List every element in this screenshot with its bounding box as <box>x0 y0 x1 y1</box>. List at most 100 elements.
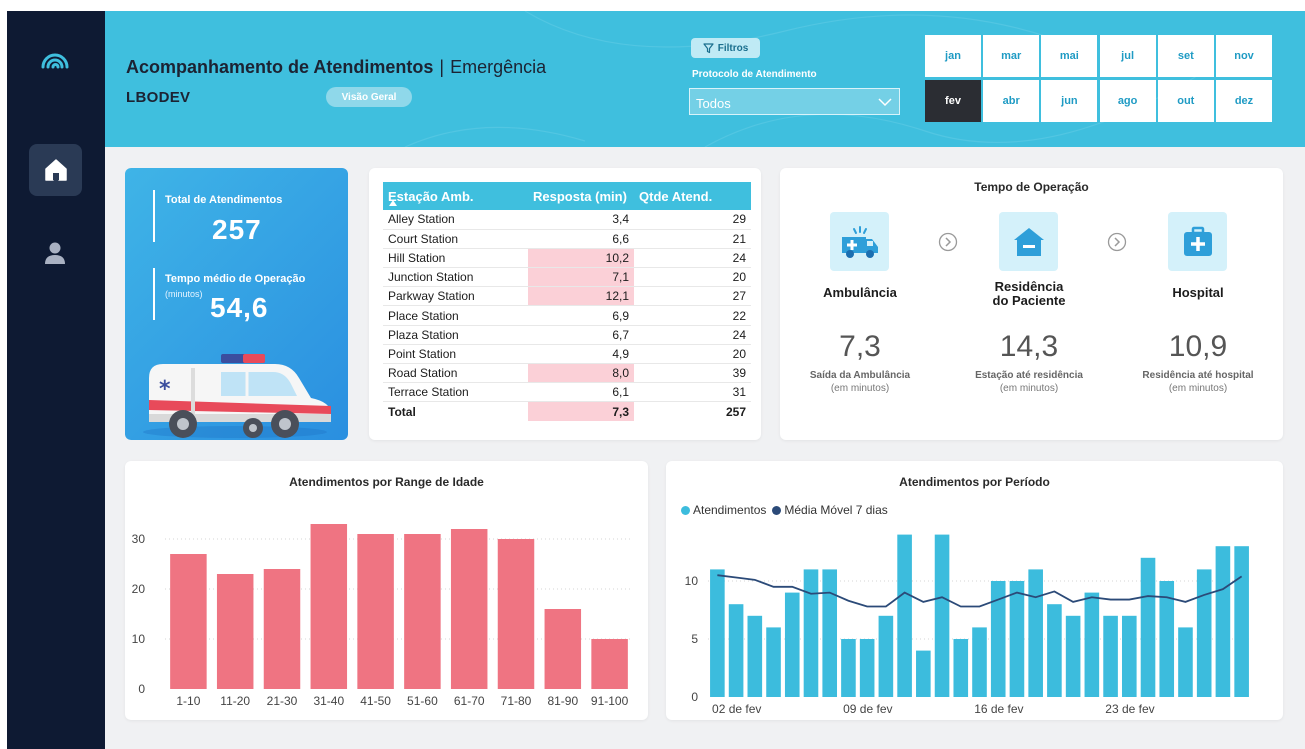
table-row[interactable]: Point Station 4,9 20 <box>383 344 751 365</box>
bar <box>766 627 781 697</box>
stage-value-hospital: 10,9 <box>1168 330 1228 363</box>
table-row[interactable]: Junction Station 7,1 20 <box>383 267 751 288</box>
stage-value-residence: 14,3 <box>999 330 1059 363</box>
bar <box>972 627 987 697</box>
bar <box>263 569 301 689</box>
month-out[interactable]: out <box>1157 80 1214 122</box>
page-title: Acompanhamento de Atendimentos | Emergênci… <box>126 57 546 78</box>
home-icon <box>44 159 67 181</box>
arrow-right-icon <box>938 232 958 252</box>
ambulance-icon <box>830 212 889 271</box>
bar <box>1047 604 1062 697</box>
table-row[interactable]: Terrace Station 6,1 31 <box>383 382 751 403</box>
protocol-value: Todos <box>696 96 731 111</box>
cell-station: Parkway Station <box>383 286 528 307</box>
table-row[interactable]: Plaza Station 6,7 24 <box>383 325 751 345</box>
table-row[interactable]: Place Station 6,9 22 <box>383 305 751 326</box>
cell-response: 6,6 <box>528 229 634 249</box>
legend-dot <box>772 505 782 515</box>
x-tick-label: 61-70 <box>454 694 485 708</box>
month-jun[interactable]: jun <box>1041 80 1098 122</box>
bar <box>170 554 207 689</box>
legend-dot <box>681 505 690 515</box>
stations-table: Estação Amb. Resposta (min) Qtde Atend. … <box>383 182 751 422</box>
month-dez[interactable]: dez <box>1216 80 1272 122</box>
month-abr[interactable]: abr <box>983 80 1040 122</box>
legend-label: Atendimentos <box>693 503 767 517</box>
legend-item-media-movel[interactable]: Média Móvel 7 dias <box>772 503 888 517</box>
moving-average-line <box>717 574 1243 608</box>
cell-quantity: 22 <box>634 305 751 326</box>
cell-quantity: 31 <box>634 382 751 403</box>
month-set[interactable]: set <box>1157 35 1214 77</box>
bar <box>1234 546 1249 697</box>
cell-response: 10,2 <box>528 248 634 269</box>
cell-response: 7,1 <box>528 267 634 288</box>
month-mai[interactable]: mai <box>1041 35 1098 77</box>
bar <box>1159 581 1175 697</box>
stage-unit-residence: (em minutos) <box>999 383 1059 394</box>
avg-unit: (minutos) <box>165 289 203 299</box>
stage-label-residence: Estação até residência <box>975 370 1083 381</box>
nav-user-button[interactable] <box>35 233 75 273</box>
month-mar[interactable]: mar <box>983 35 1040 77</box>
chevron-down-icon <box>878 98 892 107</box>
age-chart-card: Atendimentos por Range de Idade 0 10 20 30 1… <box>125 461 648 720</box>
legend-item-atendimentos[interactable]: Atendimentos <box>681 503 766 517</box>
table-row[interactable]: Road Station 8,0 39 <box>383 363 751 384</box>
col-header-station-label: Estação Amb. <box>388 188 474 204</box>
x-tick-label: 09 de fev <box>843 702 892 716</box>
stage-value-ambulance: 7,3 <box>839 330 881 363</box>
table-row[interactable]: Hill Station 10,2 24 <box>383 248 751 269</box>
month-jul[interactable]: jul <box>1099 35 1156 77</box>
bar <box>710 569 725 697</box>
user-icon <box>45 242 65 264</box>
table-row[interactable]: Parkway Station 12,1 27 <box>383 286 751 307</box>
col-header-station[interactable]: Estação Amb. <box>383 182 528 210</box>
avg-value: 54,6 <box>210 292 269 323</box>
filters-label: Filtros <box>717 42 749 54</box>
x-tick-label: 31-40 <box>313 694 344 708</box>
bar <box>1178 627 1193 697</box>
bar <box>1028 569 1043 697</box>
month-ago[interactable]: ago <box>1099 80 1156 122</box>
cell-station: Alley Station <box>383 210 528 230</box>
bar <box>841 639 856 697</box>
bar <box>803 569 819 697</box>
avg-label: Tempo médio de Operação <box>165 273 306 285</box>
stations-table-card: Estação Amb. Resposta (min) Qtde Atend. … <box>369 168 761 440</box>
y-tick-label: 10 <box>685 574 699 588</box>
month-jan[interactable]: jan <box>925 35 981 77</box>
cell-quantity: 27 <box>634 286 751 307</box>
month-nov[interactable]: nov <box>1216 35 1272 77</box>
title-subtitle: Emergência <box>450 57 547 77</box>
view-overview-button[interactable]: Visão Geral <box>326 87 412 107</box>
nav-home-button[interactable] <box>29 144 82 196</box>
protocol-select[interactable]: Todos <box>689 88 900 115</box>
bar <box>784 592 800 697</box>
col-header-quantity[interactable]: Qtde Atend. <box>634 182 751 210</box>
filters-button[interactable]: Filtros <box>691 38 760 58</box>
period-chart: 0 5 10 02 de fev 09 de fev 16 de fev 23 de fev <box>685 534 1251 716</box>
bar <box>1084 592 1100 697</box>
cell-quantity: 24 <box>634 248 751 269</box>
bar <box>859 639 875 697</box>
cell-station: Point Station <box>383 344 528 365</box>
cell-station: Hill Station <box>383 248 528 269</box>
table-header-row: Estação Amb. Resposta (min) Qtde Atend. <box>383 182 751 210</box>
month-fev[interactable]: fev <box>925 80 981 122</box>
sidebar <box>7 11 105 749</box>
x-tick-label: 91-100 <box>591 694 629 708</box>
cell-station: Road Station <box>383 363 528 384</box>
y-tick-label: 0 <box>691 690 698 704</box>
stage-name-residence-line2: do Paciente <box>992 293 1066 308</box>
col-header-response[interactable]: Resposta (min) <box>528 182 634 210</box>
table-row[interactable]: Court Station 6,6 21 <box>383 229 751 249</box>
y-tick-label: 5 <box>691 632 698 646</box>
bar <box>591 639 628 689</box>
x-tick-label: 11-20 <box>220 694 250 708</box>
title-separator: | <box>439 57 445 77</box>
operation-time-card: Tempo de Operação <box>780 168 1283 440</box>
bar <box>497 539 535 689</box>
table-row[interactable]: Alley Station 3,4 29 <box>383 210 751 230</box>
